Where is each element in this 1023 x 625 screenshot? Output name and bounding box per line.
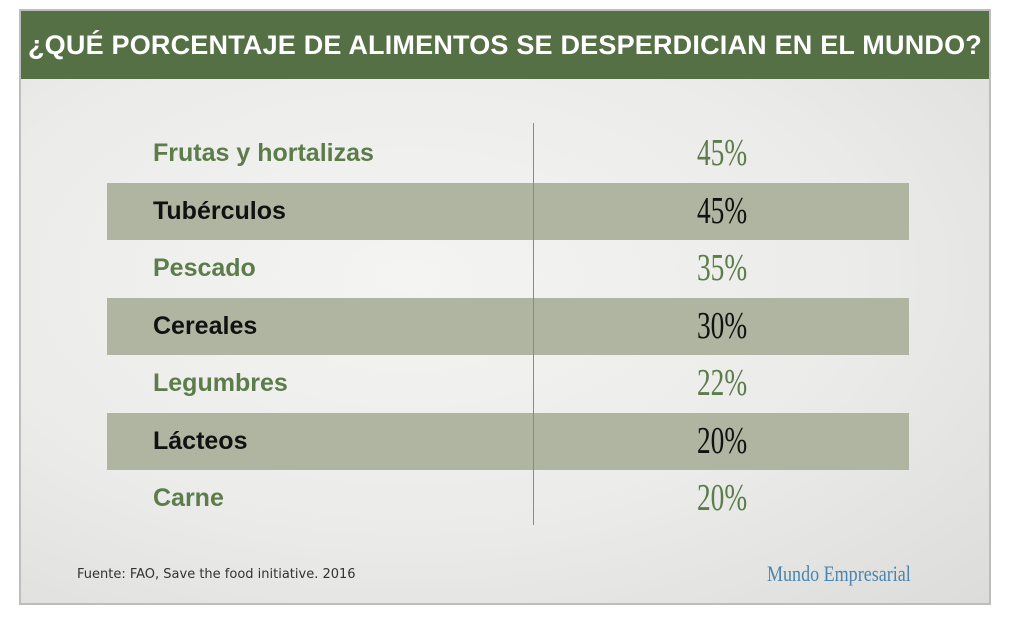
table-row: Legumbres 22%: [107, 355, 909, 412]
percentage-value: 20%: [697, 419, 748, 462]
table-row: Cereales 30%: [107, 297, 909, 355]
percentage-value: 45%: [697, 132, 748, 174]
column-divider: [533, 123, 534, 525]
percentage-value: 45%: [697, 189, 748, 232]
percentage-value: 20%: [697, 477, 748, 519]
table-row: Lácteos 20%: [107, 412, 909, 470]
category-label: Tubérculos: [153, 196, 286, 225]
table-row: Tubérculos 45%: [107, 182, 909, 240]
percentage-value: 30%: [697, 304, 748, 347]
percentage-value: 35%: [697, 247, 748, 289]
category-label: Frutas y hortalizas: [153, 139, 374, 167]
table-row: Carne 20%: [107, 470, 909, 527]
table-row: Pescado 35%: [107, 240, 909, 297]
percentage-value: 22%: [697, 362, 748, 404]
brand-logo: Mundo Empresarial: [767, 561, 911, 586]
category-label: Legumbres: [153, 369, 288, 397]
infographic-card: ¿QUÉ PORCENTAJE DE ALIMENTOS SE DESPERDI…: [19, 9, 991, 605]
table-row: Frutas y hortalizas 45%: [107, 125, 909, 182]
category-label: Carne: [153, 484, 224, 512]
source-note: Fuente: FAO, Save the food initiative. 2…: [77, 567, 356, 582]
category-label: Cereales: [153, 311, 258, 340]
chart-title: ¿QUÉ PORCENTAJE DE ALIMENTOS SE DESPERDI…: [27, 29, 982, 60]
category-label: Pescado: [153, 254, 256, 282]
header-bar: ¿QUÉ PORCENTAJE DE ALIMENTOS SE DESPERDI…: [21, 11, 989, 79]
category-label: Lácteos: [153, 426, 248, 455]
